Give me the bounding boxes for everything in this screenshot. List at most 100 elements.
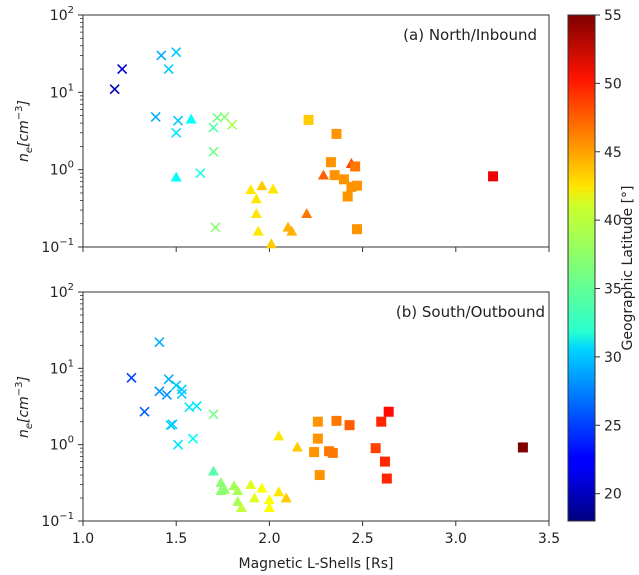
colorbar-tick-label: 20 — [604, 487, 622, 503]
triangle-marker-point — [232, 496, 244, 506]
x-marker-point — [191, 401, 202, 412]
triangle-marker-point — [291, 441, 303, 452]
x-tick-label: 2.0 — [258, 531, 280, 547]
x-marker-point — [219, 111, 230, 123]
x-tick-label: 1.5 — [165, 531, 187, 547]
square-marker-point — [379, 456, 390, 467]
x-marker-point — [208, 122, 219, 133]
colorbar: 20 25 30 35 40 45 50 55 Geographic Latitude [°] — [567, 8, 636, 522]
y-tick-label: 100 — [50, 435, 74, 454]
x-marker-point — [154, 386, 165, 397]
square-marker-point — [327, 447, 338, 458]
y-tick-label: 101 — [50, 82, 74, 101]
triangle-marker-point — [235, 502, 247, 512]
plot-frame — [82, 14, 550, 248]
square-marker-point — [309, 447, 320, 458]
triangle-marker-point — [219, 483, 231, 494]
x-marker-point — [176, 389, 187, 400]
triangle-marker-point — [245, 479, 257, 489]
triangle-marker-point — [252, 225, 264, 236]
y-tick-label: 102 — [50, 5, 74, 24]
y-axis: 10−1 100 101 102 — [41, 5, 550, 256]
square-marker-point — [331, 415, 342, 426]
x-marker-point — [171, 380, 182, 391]
x-marker-point — [167, 419, 178, 430]
square-marker-point — [350, 161, 361, 172]
x-marker-point — [163, 63, 174, 75]
x-marker-point — [227, 119, 238, 130]
triangle-marker-point — [265, 238, 277, 249]
square-marker-point — [517, 442, 528, 453]
colorbar-tick-label: 35 — [604, 282, 622, 298]
x-tick-label: 2.5 — [351, 531, 373, 547]
triangle-marker-point — [256, 180, 268, 191]
y-tick-label: 10−1 — [41, 237, 74, 256]
y-tick-label: 10−1 — [41, 511, 74, 530]
square-marker-point — [383, 406, 394, 417]
square-marker-point — [312, 416, 323, 427]
triangle-marker-point — [250, 208, 262, 219]
square-marker-point — [342, 191, 353, 202]
x-marker-point — [163, 374, 174, 385]
square-marker-point — [312, 433, 323, 444]
square-marker-point — [352, 180, 363, 191]
square-marker-point — [303, 114, 314, 125]
triangle-marker-point — [185, 113, 197, 124]
x-tick-label: 3.0 — [445, 531, 467, 547]
colorbar-tick-label: 45 — [604, 145, 622, 161]
x-marker-point — [154, 337, 165, 348]
panel-north-inbound: (a) North/Inbound 10−1 100 101 102 ne[cm−3] — [14, 5, 550, 256]
x-marker-point — [161, 389, 172, 400]
square-marker-point — [346, 181, 357, 192]
x-marker-point — [139, 406, 150, 417]
triangle-marker-point — [250, 193, 262, 204]
x-marker-point — [172, 439, 184, 450]
square-marker-point — [381, 473, 392, 484]
triangle-marker-point — [245, 184, 257, 195]
colorbar-label: Geographic Latitude [°] — [620, 185, 636, 350]
square-marker-point — [329, 170, 340, 181]
y-axis-label: ne[cm−3] — [14, 376, 35, 438]
x-marker-point — [208, 409, 219, 420]
triangle-marker-point — [286, 225, 298, 236]
triangle-marker-point — [215, 476, 227, 487]
x-marker-point — [171, 127, 182, 138]
colorbar-tick-label: 55 — [604, 8, 622, 24]
square-marker-point — [344, 420, 355, 431]
square-marker-point — [338, 174, 349, 185]
colorbar-tick-label: 40 — [604, 213, 622, 229]
colorbar-gradient — [567, 14, 596, 522]
y-tick-label: 100 — [50, 160, 74, 179]
x-marker-point — [210, 222, 221, 233]
colorbar-tick-label: 50 — [604, 76, 622, 92]
panel-title: (b) South/Outbound — [396, 303, 545, 321]
square-marker-point — [376, 416, 387, 427]
x-marker-point — [126, 372, 137, 383]
x-marker-point — [172, 115, 184, 126]
triangle-marker-point — [267, 183, 279, 194]
x-marker-point — [156, 50, 167, 61]
y-axis-label: ne[cm−3] — [14, 100, 35, 162]
x-marker-point — [150, 111, 161, 123]
triangle-marker-point — [317, 169, 329, 180]
triangle-marker-point — [232, 485, 244, 496]
square-marker-point — [314, 470, 325, 481]
triangle-marker-point — [170, 171, 182, 182]
triangle-marker-point — [301, 208, 313, 219]
x-tick-label: 1.0 — [72, 531, 94, 547]
square-marker-point — [488, 171, 499, 182]
triangle-marker-point — [248, 492, 260, 503]
x-axis: 1.0 1.5 2.0 2.5 3.0 3.5 — [72, 521, 560, 547]
x-marker-point — [171, 47, 182, 58]
square-marker-point — [331, 128, 342, 139]
triangle-marker-point — [256, 482, 268, 493]
colorbar-tick-label: 30 — [604, 350, 622, 366]
triangle-marker-point — [280, 492, 292, 503]
y-tick-label: 101 — [50, 358, 74, 377]
data-points — [109, 47, 499, 249]
y-tick-label: 102 — [50, 282, 74, 301]
x-axis-label: Magnetic L-Shells [Rs] — [238, 556, 393, 572]
square-marker-point — [325, 157, 336, 168]
triangle-marker-point — [273, 430, 285, 441]
colorbar-tick-label: 25 — [604, 418, 622, 434]
